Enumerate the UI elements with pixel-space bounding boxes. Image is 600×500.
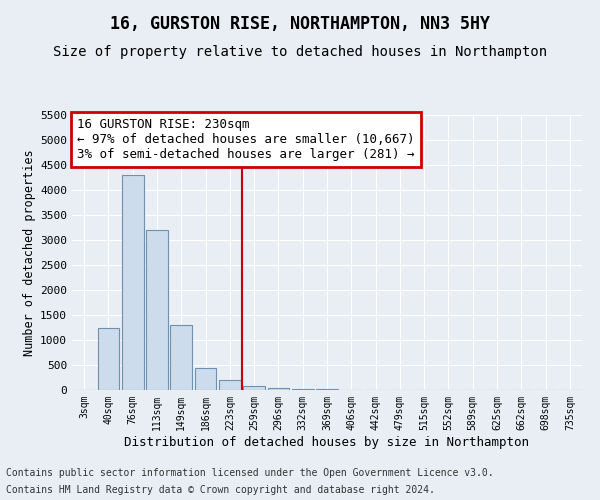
Text: Size of property relative to detached houses in Northampton: Size of property relative to detached ho… <box>53 45 547 59</box>
Bar <box>122 175 143 390</box>
Bar <box>243 386 265 390</box>
Text: 16, GURSTON RISE, NORTHAMPTON, NN3 5HY: 16, GURSTON RISE, NORTHAMPTON, NN3 5HY <box>110 15 490 33</box>
Y-axis label: Number of detached properties: Number of detached properties <box>23 149 36 356</box>
Bar <box>194 368 217 390</box>
Bar <box>292 389 314 390</box>
Text: Contains HM Land Registry data © Crown copyright and database right 2024.: Contains HM Land Registry data © Crown c… <box>6 485 435 495</box>
Text: 16 GURSTON RISE: 230sqm
← 97% of detached houses are smaller (10,667)
3% of semi: 16 GURSTON RISE: 230sqm ← 97% of detache… <box>77 118 415 161</box>
Bar <box>97 328 119 390</box>
Bar <box>219 380 241 390</box>
X-axis label: Distribution of detached houses by size in Northampton: Distribution of detached houses by size … <box>125 436 530 448</box>
Bar <box>146 230 168 390</box>
Text: Contains public sector information licensed under the Open Government Licence v3: Contains public sector information licen… <box>6 468 494 477</box>
Bar <box>316 389 338 390</box>
Bar <box>268 388 289 390</box>
Bar <box>170 325 192 390</box>
